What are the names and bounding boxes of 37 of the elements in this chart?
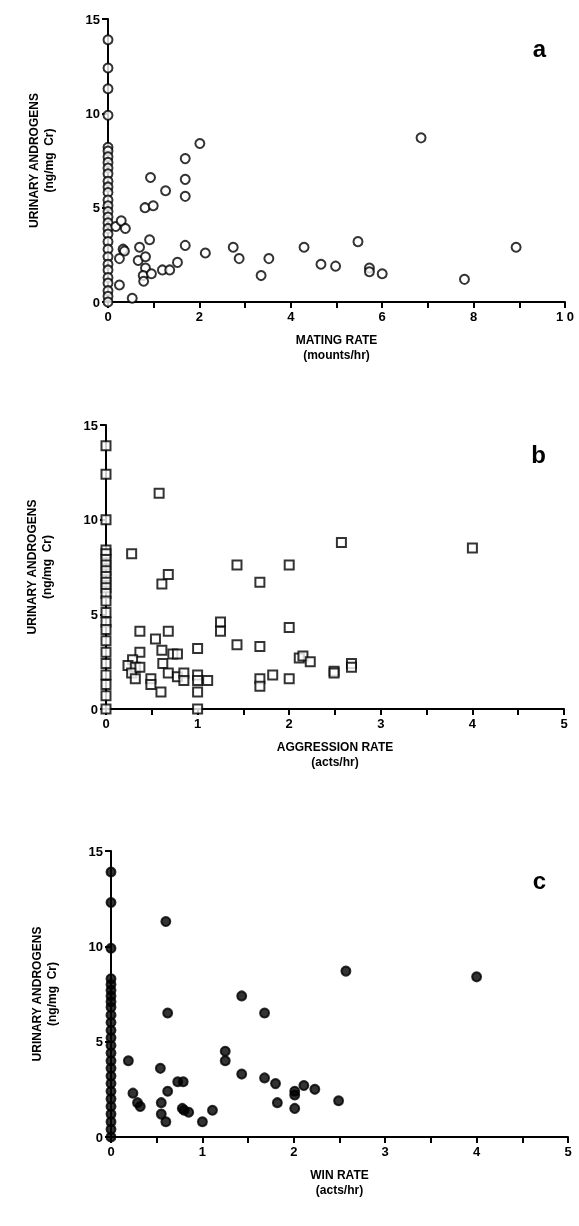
x-tick-label: 3 bbox=[377, 716, 385, 731]
x-tick-label: 1 bbox=[193, 716, 202, 731]
x-tick-label: 6 bbox=[378, 309, 386, 324]
y-tick-label: 10 bbox=[85, 105, 100, 121]
y-tick-label: 15 bbox=[88, 843, 103, 859]
y-tick-label: 0 bbox=[95, 1129, 103, 1145]
y-tick-label: 0 bbox=[92, 294, 100, 310]
x-tick-label: 1 bbox=[198, 1144, 207, 1159]
text: c bbox=[532, 866, 547, 894]
y-tick-label: 0 bbox=[90, 701, 98, 717]
x-tick-label: 4 bbox=[468, 716, 477, 731]
y-axis-title: URINARY ANDROGENS (ng/mg Cr) bbox=[24, 499, 54, 635]
x-tick-label: 4 bbox=[287, 309, 296, 324]
x-tick-label: 4 bbox=[472, 1144, 481, 1159]
y-tick-label: 5 bbox=[92, 200, 100, 216]
x-tick-label: 2 bbox=[290, 1144, 298, 1159]
text: b bbox=[531, 440, 547, 468]
x-tick-label: 3 bbox=[381, 1144, 389, 1159]
x-axis-title: MATING RATE (mounts/hr) bbox=[295, 332, 378, 362]
y-tick-label: 5 bbox=[95, 1034, 103, 1050]
y-tick-label: 10 bbox=[88, 938, 103, 954]
y-tick-label: 10 bbox=[83, 512, 98, 528]
x-tick-label: 8 bbox=[469, 309, 478, 324]
y-tick-label: 15 bbox=[83, 417, 98, 433]
x-axis-title: WIN RATE (acts/hr) bbox=[310, 1167, 369, 1197]
y-tick-label: 15 bbox=[85, 11, 100, 27]
y-axis-title: URINARY ANDROGENS (ng/mg Cr) bbox=[26, 93, 56, 228]
y-tick-label: 5 bbox=[90, 606, 98, 622]
x-tick-label: 2 bbox=[285, 716, 293, 731]
x-tick-label: 5 bbox=[560, 716, 568, 731]
x-tick-label: 1 0 bbox=[555, 309, 575, 324]
y-axis-title: URINARY ANDROGENS (ng/mg Cr) bbox=[29, 926, 59, 1062]
x-tick-label: 5 bbox=[564, 1144, 572, 1159]
x-axis-title: AGGRESSION RATE (acts/hr) bbox=[276, 739, 394, 769]
x-tick-label: 2 bbox=[195, 309, 204, 324]
x-tick-label: 0 bbox=[107, 1144, 115, 1159]
text: a bbox=[532, 34, 547, 62]
